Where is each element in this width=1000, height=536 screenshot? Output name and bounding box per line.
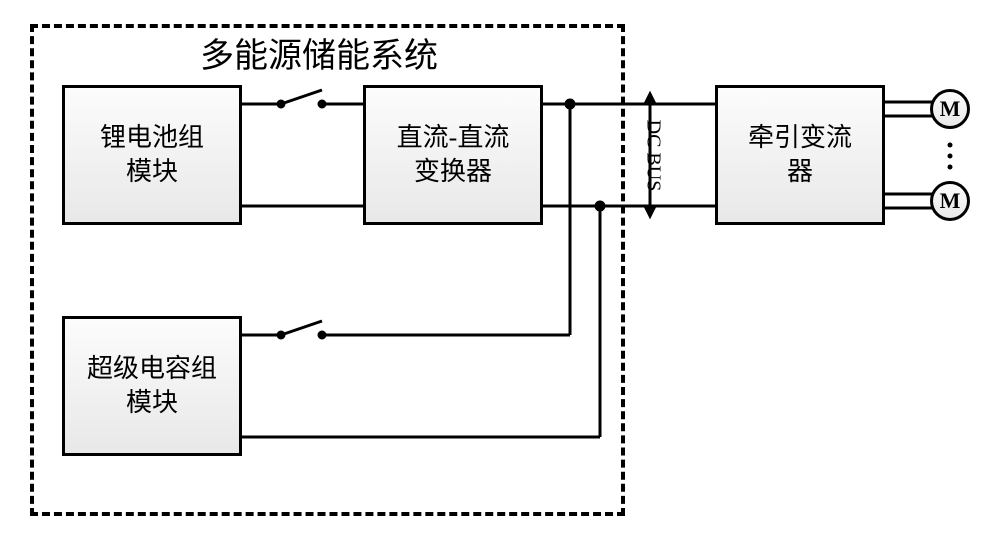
supercap-module-label: 超级电容组模块 (87, 352, 217, 420)
motor-top: M (930, 89, 970, 129)
motor-bottom-label: M (940, 188, 961, 214)
dc-bus-label: DC BUS (641, 120, 664, 192)
dcdc-converter-box: 直流-直流变换器 (363, 85, 543, 225)
battery-module-box: 锂电池组模块 (62, 85, 242, 225)
motor-bottom: M (930, 181, 970, 221)
motor-top-label: M (940, 96, 961, 122)
traction-inverter-box: 牵引变流器 (715, 85, 885, 225)
dcdc-converter-label: 直流-直流变换器 (397, 121, 510, 189)
supercap-module-box: 超级电容组模块 (62, 316, 242, 456)
traction-inverter-label: 牵引变流器 (748, 121, 852, 189)
diagram-title: 多能源储能系统 (200, 28, 438, 77)
diagram-root: 多能源储能系统 锂电池组模块 直流-直流变换器 超级电容组模块 牵引变流器 M … (0, 0, 1000, 536)
battery-module-label: 锂电池组模块 (100, 121, 204, 189)
